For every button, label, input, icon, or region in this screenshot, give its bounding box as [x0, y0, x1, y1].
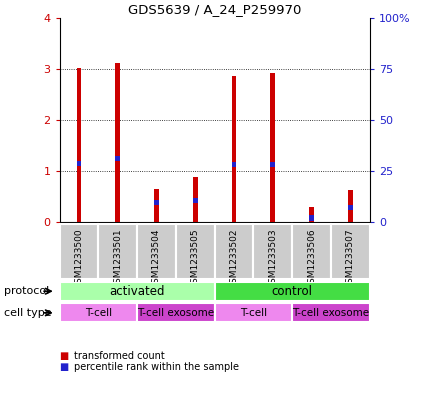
Bar: [176, 224, 215, 279]
Bar: [348, 205, 353, 210]
Bar: [292, 224, 331, 279]
Bar: [193, 198, 198, 203]
Text: GSM1233506: GSM1233506: [307, 228, 316, 289]
Text: activated: activated: [109, 285, 165, 298]
Bar: [331, 224, 370, 279]
Bar: [309, 207, 314, 222]
Text: T-cell exosome: T-cell exosome: [137, 308, 214, 318]
Text: T-cell exosome: T-cell exosome: [292, 308, 369, 318]
Text: protocol: protocol: [4, 286, 49, 296]
Text: control: control: [272, 285, 313, 298]
Text: ■: ■: [60, 362, 69, 373]
Text: GSM1233504: GSM1233504: [152, 228, 161, 289]
Bar: [253, 224, 292, 279]
Text: GSM1233502: GSM1233502: [230, 228, 238, 289]
Bar: [154, 200, 159, 205]
Bar: [60, 224, 98, 279]
Text: T-cell: T-cell: [85, 308, 112, 318]
Bar: [193, 177, 198, 222]
Text: cell type: cell type: [4, 308, 52, 318]
Bar: [76, 161, 81, 166]
Bar: [348, 190, 353, 222]
Bar: [270, 162, 275, 167]
Text: percentile rank within the sample: percentile rank within the sample: [74, 362, 239, 373]
Bar: [309, 215, 314, 220]
Text: GSM1233507: GSM1233507: [346, 228, 355, 289]
Bar: [60, 303, 137, 322]
Text: T-cell: T-cell: [240, 308, 267, 318]
Bar: [76, 68, 81, 222]
Bar: [232, 76, 236, 222]
Bar: [60, 282, 215, 301]
Bar: [232, 162, 236, 167]
Bar: [215, 224, 253, 279]
Text: GSM1233501: GSM1233501: [113, 228, 122, 289]
Bar: [98, 224, 137, 279]
Bar: [292, 303, 370, 322]
Bar: [115, 156, 120, 161]
Text: GSM1233500: GSM1233500: [74, 228, 83, 289]
Bar: [215, 282, 370, 301]
Text: transformed count: transformed count: [74, 351, 165, 361]
Bar: [154, 189, 159, 222]
Bar: [137, 224, 176, 279]
Bar: [215, 303, 292, 322]
Text: GSM1233503: GSM1233503: [268, 228, 277, 289]
Bar: [137, 303, 215, 322]
Bar: [115, 62, 120, 222]
Text: ■: ■: [60, 351, 69, 361]
Text: GSM1233505: GSM1233505: [191, 228, 200, 289]
Title: GDS5639 / A_24_P259970: GDS5639 / A_24_P259970: [128, 4, 301, 17]
Bar: [270, 73, 275, 222]
